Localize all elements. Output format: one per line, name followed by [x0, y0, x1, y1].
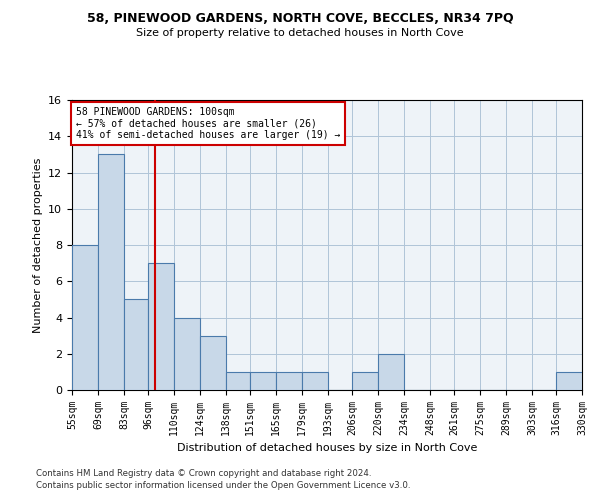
Text: 58 PINEWOOD GARDENS: 100sqm
← 57% of detached houses are smaller (26)
41% of sem: 58 PINEWOOD GARDENS: 100sqm ← 57% of det…	[76, 108, 340, 140]
Text: Size of property relative to detached houses in North Cove: Size of property relative to detached ho…	[136, 28, 464, 38]
Text: 58, PINEWOOD GARDENS, NORTH COVE, BECCLES, NR34 7PQ: 58, PINEWOOD GARDENS, NORTH COVE, BECCLE…	[86, 12, 514, 26]
Bar	[174, 318, 200, 390]
Bar	[352, 372, 378, 390]
Bar	[302, 372, 328, 390]
X-axis label: Distribution of detached houses by size in North Cove: Distribution of detached houses by size …	[177, 444, 477, 454]
Bar	[72, 245, 98, 390]
Bar	[378, 354, 404, 390]
Bar	[98, 154, 124, 390]
Bar	[226, 372, 250, 390]
Y-axis label: Number of detached properties: Number of detached properties	[32, 158, 43, 332]
Bar	[250, 372, 276, 390]
Bar	[124, 300, 148, 390]
Text: Contains HM Land Registry data © Crown copyright and database right 2024.: Contains HM Land Registry data © Crown c…	[36, 468, 371, 477]
Bar	[148, 263, 174, 390]
Text: Contains public sector information licensed under the Open Government Licence v3: Contains public sector information licen…	[36, 481, 410, 490]
Bar	[276, 372, 302, 390]
Bar	[200, 336, 226, 390]
Bar	[556, 372, 582, 390]
